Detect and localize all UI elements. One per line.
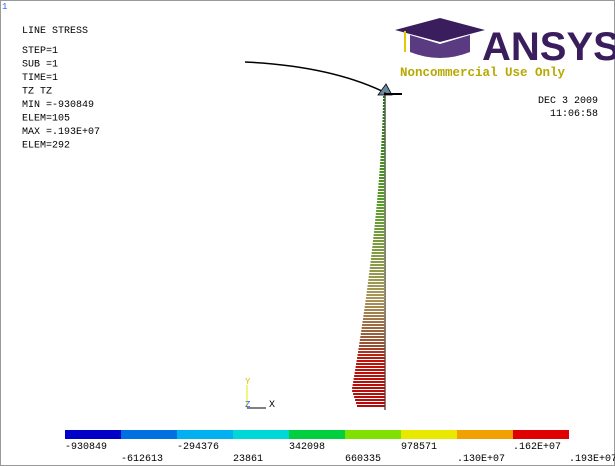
legend-label-top: -294376 [177,442,219,453]
info-line: ELEM=105 [22,114,70,125]
legend-swatch [401,430,457,439]
legend-swatch [289,430,345,439]
axis-y-label: Y [245,377,251,387]
legend-label-top: 342098 [289,442,325,453]
stress-bars [352,96,385,407]
legend-label-bottom: .193E+07 [569,454,615,465]
legend-swatch [233,430,289,439]
legend-label-bottom: .130E+07 [457,454,505,465]
info-line: STEP=1 [22,46,58,57]
window-number: 1 [2,2,7,12]
time: 11:06:58 [550,109,598,120]
beam-line [244,61,385,93]
info-line: SUB =1 [22,60,58,71]
contour-legend: -930849 -294376 342098 978571 .162E+07 -61261… [65,430,615,465]
legend-swatch [513,430,569,439]
legend-label-top: 978571 [401,442,437,453]
info-line: MAX =.193E+07 [22,127,100,138]
legend-swatch [121,430,177,439]
plot-title: LINE STRESS [22,26,88,37]
axis-x-label: X [269,400,275,411]
axis-z-label: Z [245,400,251,410]
legend-label-top: .162E+07 [513,442,561,453]
logo-tagline: Noncommercial Use Only [400,66,566,80]
legend-swatch [457,430,513,439]
date: DEC 3 2009 [538,96,598,107]
legend-swatch [65,430,121,439]
info-line: TIME=1 [22,73,58,84]
logo-cap [395,18,485,58]
legend-label-bottom: 660335 [345,454,381,465]
info-line: TZ TZ [22,87,52,98]
legend-label-bottom: 23861 [233,454,263,465]
info-line: ELEM=292 [22,141,70,152]
logo-text: ANSYS [482,25,615,69]
info-line: MIN =-930849 [22,100,94,111]
legend-swatch [177,430,233,439]
legend-label-top: -930849 [65,442,107,453]
legend-swatch [345,430,401,439]
legend-label-bottom: -612613 [121,454,163,465]
